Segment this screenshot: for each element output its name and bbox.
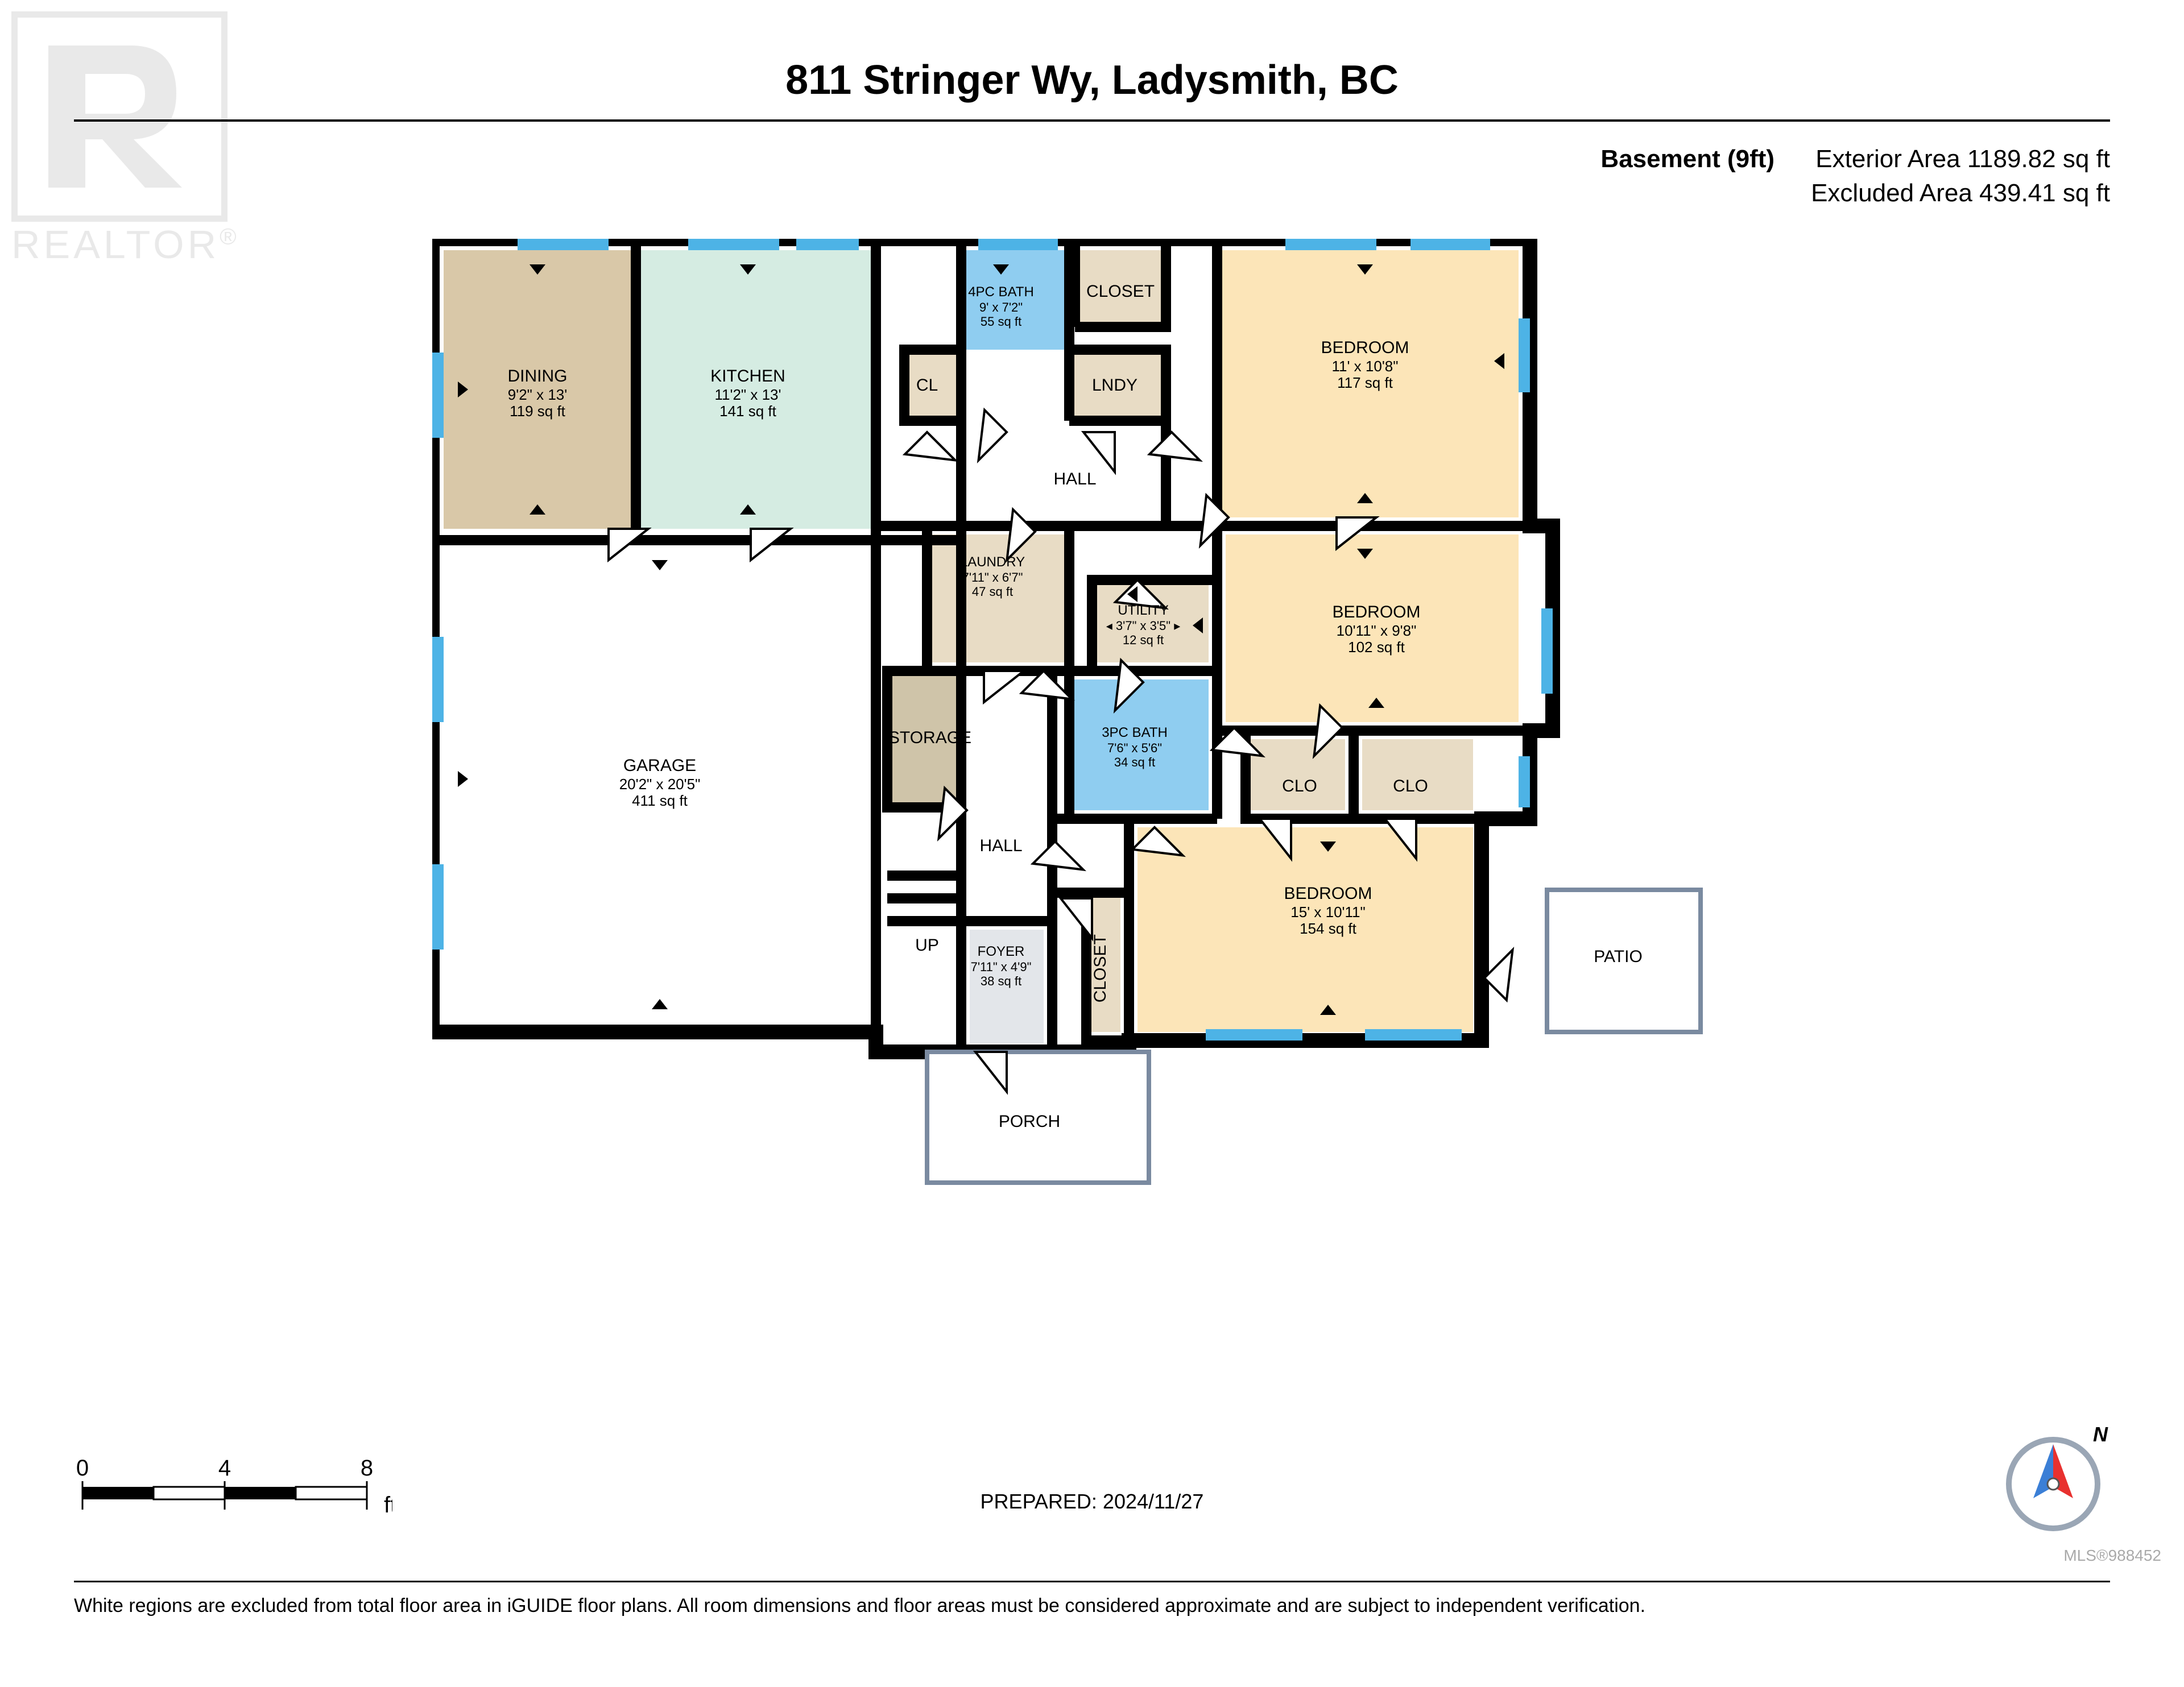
room-label-dining: DINING9'2" x 13'119 sq ft bbox=[469, 367, 606, 420]
room-label-closet_v: CLOSET bbox=[1091, 929, 1111, 1008]
exterior-area: Exterior Area 1189.82 sq ft bbox=[1815, 145, 2110, 173]
room-label-storage: STORAGE bbox=[862, 728, 998, 748]
compass-icon: N bbox=[1996, 1421, 2110, 1538]
room-label-laundry: LAUNDRY7'11" x 6'7"47 sq ft bbox=[924, 554, 1061, 599]
excluded-area: Excluded Area 439.41 sq ft bbox=[0, 179, 2110, 208]
room-label-hall1: HALL bbox=[1007, 470, 1143, 490]
title-rule bbox=[74, 119, 2110, 122]
room-label-kitchen: KITCHEN11'2" x 13'141 sq ft bbox=[680, 367, 816, 420]
disclaimer-text: White regions are excluded from total fl… bbox=[74, 1595, 2110, 1617]
room-label-bed1: BEDROOM11' x 10'8"117 sq ft bbox=[1297, 338, 1433, 392]
room-label-bath4: 4PC BATH9' x 7'2"55 sq ft bbox=[933, 284, 1069, 329]
realtor-text: REALTOR® bbox=[11, 222, 240, 267]
svg-text:8: 8 bbox=[361, 1456, 373, 1481]
room-label-lndy: LNDY bbox=[1046, 376, 1183, 396]
room-label-hall2: HALL bbox=[933, 836, 1069, 856]
svg-text:N: N bbox=[2093, 1423, 2108, 1446]
svg-text:0: 0 bbox=[76, 1456, 89, 1481]
room-label-foyer: FOYER7'11" x 4'9"38 sq ft bbox=[933, 944, 1069, 988]
room-label-bed2: BEDROOM10'11" x 9'8"102 sq ft bbox=[1308, 603, 1445, 656]
mls-number: MLS®988452 bbox=[2063, 1547, 2161, 1565]
room-label-closet_t: CLOSET bbox=[1052, 282, 1189, 302]
room-label-utility: UTILITY◂ 3'7" x 3'5" ▸12 sq ft bbox=[1075, 603, 1211, 647]
svg-text:4: 4 bbox=[218, 1456, 231, 1481]
floor-plan: DINING9'2" x 13'119 sq ft KITCHEN11'2" x … bbox=[432, 239, 1735, 1322]
room-label-bath3: 3PC BATH7'6" x 5'6"34 sq ft bbox=[1066, 725, 1203, 769]
room-label-porch: PORCH bbox=[961, 1112, 1098, 1132]
disclaimer-rule bbox=[74, 1581, 2110, 1582]
room-label-clo2: CLO bbox=[1342, 777, 1479, 797]
room-label-patio: PATIO bbox=[1550, 947, 1686, 967]
room-label-cl: CL bbox=[859, 376, 995, 396]
room-label-garage: GARAGE20'2" x 20'5"411 sq ft bbox=[592, 756, 728, 810]
level-label: Basement (9ft) bbox=[1600, 145, 1774, 173]
page-title: 811 Stringer Wy, Ladysmith, BC bbox=[0, 57, 2184, 103]
area-summary: Basement (9ft) Exterior Area 1189.82 sq … bbox=[0, 145, 2110, 208]
room-label-bed3: BEDROOM15' x 10'11"154 sq ft bbox=[1260, 884, 1396, 938]
prepared-date: PREPARED: 2024/11/27 bbox=[0, 1490, 2184, 1514]
